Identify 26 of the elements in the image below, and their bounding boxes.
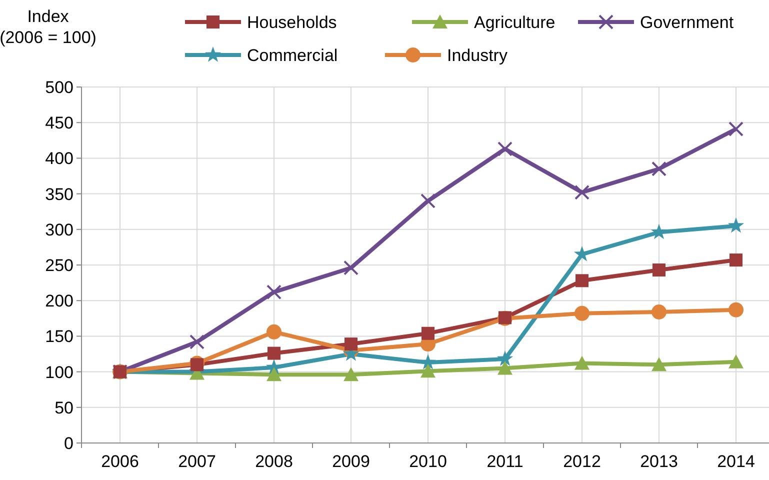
x-tick-label: 2014 [717, 452, 755, 471]
y-tick-label: 100 [45, 362, 74, 382]
x-tick-label: 2010 [409, 452, 447, 471]
y-tick-label: 300 [45, 220, 74, 240]
legend-label: Industry [447, 46, 508, 65]
y-tick-label: 150 [45, 327, 74, 346]
legend-label: Commercial [247, 46, 338, 65]
x-tick-label: 2013 [640, 452, 678, 471]
y-tick-label: 400 [45, 149, 74, 168]
x-tick-label: 2011 [486, 452, 524, 471]
x-tick-label: 2008 [255, 452, 293, 471]
y-tick-label: 450 [45, 114, 74, 133]
x-tick-label: 2009 [332, 452, 370, 471]
x-tick-label: 2007 [178, 452, 216, 471]
y-tick-label: 0 [64, 434, 74, 453]
legend-label: Households [247, 12, 337, 32]
y-tick-label: 50 [54, 398, 74, 418]
x-tick-label: 2012 [563, 452, 601, 471]
y-tick-label: 500 [45, 78, 74, 97]
y-axis-title: Index (2006 = 100) [0, 7, 96, 47]
y-tick-label: 250 [45, 256, 74, 275]
y-tick-label: 350 [45, 184, 74, 204]
y-tick-label: 200 [45, 292, 74, 311]
legend-label: Government [640, 12, 734, 32]
legend-label: Agriculture [474, 12, 556, 32]
x-tick-label: 2006 [101, 452, 139, 471]
